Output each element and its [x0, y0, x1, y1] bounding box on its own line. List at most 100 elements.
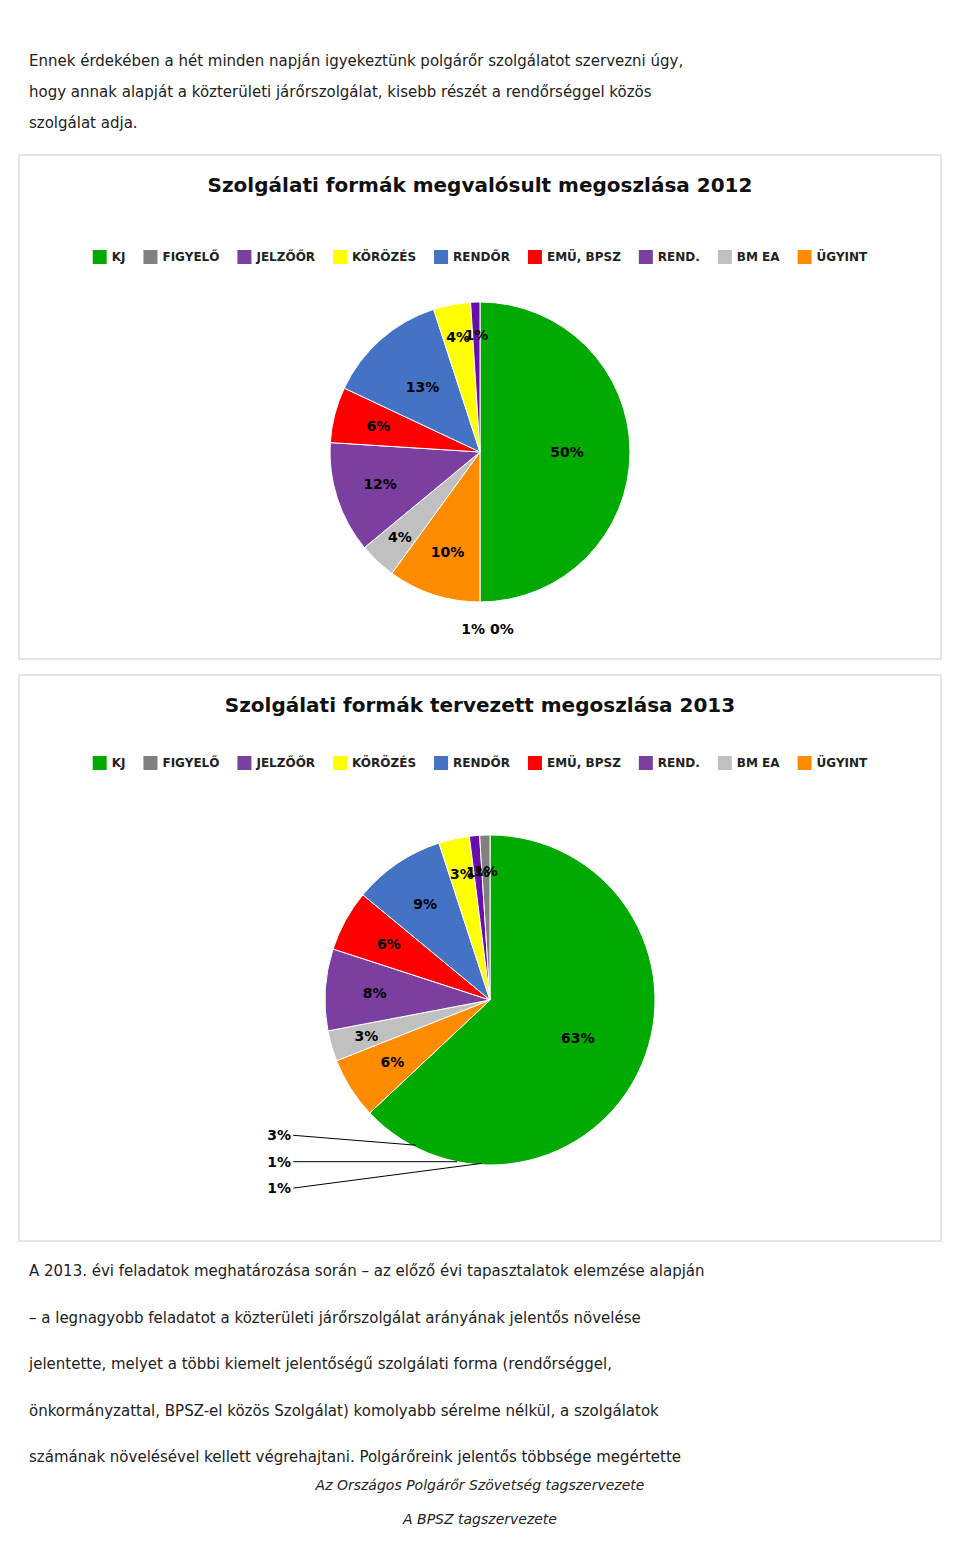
legend-label: JELZŐŐR — [255, 249, 315, 264]
paragraph-line: jelentette, melyet a többi kiemelt jelen… — [28, 1355, 612, 1373]
legend: KJ FIGYELŐ JELZŐŐR KÖRÖZÉS RENDŐR EMÜ, BPSZ RE… — [93, 755, 868, 770]
data-label: 3% — [355, 1028, 379, 1044]
paragraph-line: szolgálat adja. — [29, 114, 138, 132]
panel-frame — [19, 675, 941, 1241]
data-label: 13% — [406, 379, 440, 395]
leader-line — [293, 1163, 482, 1188]
legend-item: EMÜ, BPSZ — [528, 249, 621, 264]
legend-item: KÖRÖZÉS — [333, 755, 416, 770]
legend-label: KÖRÖZÉS — [352, 249, 416, 264]
pie-labels: 63%6%3%8%6%9%3%1%1% — [355, 863, 595, 1070]
legend-swatch — [237, 756, 251, 770]
legend-label: RENDŐR — [453, 755, 510, 770]
legend-label: BM EA — [737, 756, 780, 770]
pie-slice — [330, 443, 480, 548]
paragraph-line: önkormányzattal, BPSZ-el közös Szolgálat… — [29, 1402, 659, 1420]
pie-labels: 50%10%4%12%6%13%4%1% — [363, 327, 583, 560]
panel-frame — [19, 155, 941, 659]
annotations: 3% 1% 1% — [267, 1127, 482, 1196]
leader-line — [293, 1135, 416, 1145]
legend-swatch — [434, 250, 448, 264]
pie-slice — [469, 835, 490, 1000]
annotation: 1% 0% — [461, 621, 513, 637]
background — [0, 0, 960, 1551]
legend-swatch — [93, 756, 107, 770]
footer: Az Országos Polgárőr Szövetség tagszerve… — [315, 1477, 645, 1493]
chart-panel: Szolgálati formák megvalósult megoszlása… — [19, 155, 941, 659]
pie-slices — [330, 302, 630, 602]
legend-label: BM EA — [737, 250, 780, 264]
data-label: 6% — [366, 418, 390, 434]
legend-swatch — [143, 756, 157, 770]
page: Ennek érdekében a hét minden napján igye… — [0, 0, 960, 1551]
legend-swatch — [798, 250, 812, 264]
paragraph-line: A 2013. évi feladatok meghatározása sorá… — [29, 1262, 705, 1280]
paragraph-line: számának növelésével kellett végrehajtan… — [29, 1448, 681, 1466]
legend-item: RENDŐR — [434, 755, 510, 770]
legend-swatch — [333, 250, 347, 264]
data-label: 1% — [474, 863, 498, 879]
data-label: 1% — [464, 327, 488, 343]
legend-item: JELZŐŐR — [237, 755, 315, 770]
legend-item: FIGYELŐ — [143, 755, 219, 770]
legend-item: BM EA — [718, 756, 780, 770]
leader-line — [293, 1161, 457, 1162]
legend-item: EMÜ, BPSZ — [528, 755, 621, 770]
legend-item: KJ — [93, 250, 126, 264]
data-label: 9% — [413, 896, 437, 912]
legend-swatch — [639, 756, 653, 770]
legend-swatch — [798, 756, 812, 770]
legend-item: RENDŐR — [434, 249, 510, 264]
legend-label: ÜGYINT — [817, 755, 869, 770]
footer: A BPSZ tagszervezete — [402, 1511, 557, 1527]
data-label: 4% — [388, 529, 412, 545]
legend-label: FIGYELŐ — [162, 249, 219, 264]
legend-label: KJ — [112, 250, 126, 264]
pie-slices — [325, 835, 655, 1165]
legend: KJ FIGYELŐ JELZŐŐR KÖRÖZÉS RENDŐR EMÜ, BPSZ RE… — [93, 249, 868, 264]
paragraph-line: Ennek érdekében a hét minden napján igye… — [29, 52, 683, 70]
pie-slice — [434, 302, 480, 452]
legend-item: ÜGYINT — [798, 755, 869, 770]
pie-slice — [471, 302, 480, 452]
legend-item: KÖRÖZÉS — [333, 249, 416, 264]
data-label: 50% — [550, 444, 584, 460]
data-label: 6% — [381, 1054, 405, 1070]
legend-label: ÜGYINT — [817, 249, 869, 264]
legend-label: JELZŐŐR — [255, 755, 315, 770]
legend-swatch — [93, 250, 107, 264]
data-label: 12% — [363, 476, 397, 492]
paragraph-line: – a legnagyobb feladatot a közterületi j… — [29, 1309, 641, 1327]
legend-item: REND. — [639, 756, 700, 770]
legend-label: KÖRÖZÉS — [352, 755, 416, 770]
legend-swatch — [718, 250, 732, 264]
data-label: 6% — [377, 936, 401, 952]
legend-swatch — [718, 756, 732, 770]
legend-swatch — [528, 756, 542, 770]
legend-item: FIGYELŐ — [143, 249, 219, 264]
annotation: 3% — [267, 1127, 291, 1143]
legend-label: EMÜ, BPSZ — [547, 755, 621, 770]
chart-panel: Szolgálati formák tervezett megoszlása 2… — [19, 675, 941, 1241]
legend-swatch — [333, 756, 347, 770]
pie-slice — [480, 302, 630, 602]
legend-label: EMÜ, BPSZ — [547, 249, 621, 264]
legend-label: FIGYELŐ — [162, 755, 219, 770]
annotations: 1% 0% — [461, 621, 513, 637]
legend-label: KJ — [112, 756, 126, 770]
legend-swatch — [237, 250, 251, 264]
legend-swatch — [143, 250, 157, 264]
legend-label: REND. — [658, 756, 700, 770]
legend-label: RENDŐR — [453, 249, 510, 264]
data-label: 10% — [431, 544, 465, 560]
legend-item: BM EA — [718, 250, 780, 264]
data-label: 63% — [561, 1030, 595, 1046]
legend-item: JELZŐŐR — [237, 249, 315, 264]
legend-item: KJ — [93, 756, 126, 770]
legend-item: REND. — [639, 250, 700, 264]
legend-swatch — [639, 250, 653, 264]
annotation: 1% — [267, 1180, 291, 1196]
annotation: 1% — [267, 1154, 291, 1170]
legend-swatch — [434, 756, 448, 770]
legend-swatch — [528, 250, 542, 264]
